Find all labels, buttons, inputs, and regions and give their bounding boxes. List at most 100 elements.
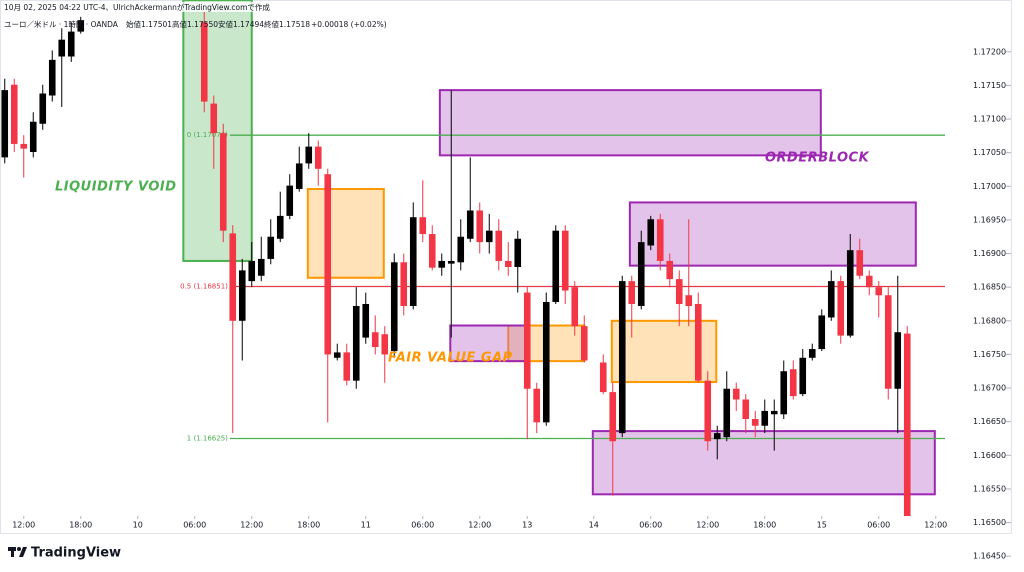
- candle-body: [352, 306, 360, 381]
- candle-body: [542, 301, 550, 423]
- y-tick-label: 1.17100: [973, 115, 1006, 124]
- zone: [591, 430, 936, 496]
- candle-body: [400, 262, 408, 307]
- candle-body: [343, 352, 351, 381]
- x-tick-label: 12:00: [12, 521, 35, 530]
- ohlc-close: 終値1.17518: [264, 19, 310, 29]
- candle-body: [808, 349, 816, 358]
- x-tick-label: 15: [817, 521, 827, 530]
- candle-body: [694, 303, 702, 381]
- candle-body: [210, 103, 218, 134]
- annotations: LIQUIDITY VOID FAIR VALUE GAP ORDERBLOCK: [55, 151, 870, 366]
- created-note: 10月 02, 2025 04:22 UTC-4、UlrichAckermann…: [4, 2, 270, 12]
- y-tick-label: 1.16500: [973, 518, 1006, 527]
- candle-body: [305, 146, 313, 164]
- candle-body: [780, 371, 788, 415]
- candle-body: [314, 146, 322, 169]
- candle-body: [1, 90, 9, 158]
- candle-body: [371, 332, 379, 348]
- candle-body: [229, 233, 237, 321]
- axes: 1.16450 1.16500 1.16550 1.16600 1.16650 1.167…: [12, 47, 1011, 561]
- x-tick-label: 18:00: [297, 521, 320, 530]
- candle-body: [504, 260, 512, 267]
- candle-body: [875, 287, 883, 296]
- candle-body: [618, 281, 626, 434]
- x-tick-label: 11: [361, 521, 371, 530]
- y-tick-label: 1.16700: [973, 384, 1006, 393]
- x-tick-label: 06:00: [183, 521, 206, 530]
- candle-body: [647, 219, 655, 246]
- ohlc-low: 安値1.17494: [218, 19, 264, 29]
- annotation: ORDERBLOCK: [765, 151, 870, 166]
- y-tick-label: 1.17000: [973, 182, 1006, 191]
- y-tick-label: 1.16800: [973, 316, 1006, 325]
- x-tick-label: 18:00: [753, 521, 776, 530]
- candle-body: [409, 217, 417, 307]
- candle-body: [865, 275, 873, 288]
- fib-label: 1 (1.16625): [187, 434, 228, 442]
- candle-body: [48, 59, 56, 96]
- x-tick-label: 10: [133, 521, 143, 530]
- fib-label: 0 (1.17076): [187, 131, 228, 139]
- y-tick-label: 1.16750: [973, 350, 1006, 359]
- x-tick-label: 06:00: [411, 521, 434, 530]
- x-tick-label: 13: [522, 521, 532, 530]
- candle-body: [884, 295, 892, 389]
- candle-body: [523, 292, 531, 389]
- header-bg: [2, 2, 302, 12]
- candle-body: [846, 250, 854, 336]
- x-tick-label: 12:00: [468, 521, 491, 530]
- candle-body: [723, 388, 731, 438]
- candle-body: [39, 93, 47, 124]
- ohlc-change: +0.00018 (+0.02%): [311, 20, 387, 29]
- x-tick-label: 12:00: [924, 521, 947, 530]
- candle-body: [295, 163, 303, 189]
- y-tick-label: 1.16450: [973, 552, 1006, 561]
- candles: [1, 11, 911, 516]
- annotation: FAIR VALUE GAP: [388, 351, 513, 366]
- zones: [182, 0, 936, 496]
- y-tick-label: 1.17200: [973, 47, 1006, 56]
- candle-body: [770, 410, 778, 415]
- x-tick-label: 14: [589, 521, 599, 530]
- x-tick-label: 12:00: [240, 521, 263, 530]
- y-tick-label: 1.17050: [973, 148, 1006, 157]
- x-tick-label: 06:00: [867, 521, 890, 530]
- candle-body: [666, 260, 674, 280]
- candle-body: [466, 210, 474, 239]
- candle-body: [561, 230, 569, 291]
- y-tick-label: 1.16600: [973, 451, 1006, 460]
- candle-body: [704, 380, 712, 442]
- zone: [182, 0, 253, 262]
- zone: [306, 187, 385, 279]
- candle-body: [447, 260, 455, 264]
- candle-body: [599, 362, 607, 393]
- candle-body: [903, 333, 911, 516]
- candle-body: [324, 174, 332, 355]
- candle-body: [656, 219, 664, 261]
- candle-body: [286, 185, 294, 216]
- ohlc-open: 始値1.17501: [126, 19, 172, 29]
- candle-body: [751, 418, 759, 426]
- candle-body: [428, 234, 436, 268]
- candle-body: [200, 22, 208, 102]
- candle-body: [609, 392, 617, 442]
- x-tick-label: 18:00: [69, 521, 92, 530]
- candle-body: [732, 388, 740, 400]
- candle-body: [276, 215, 284, 239]
- candle-body: [637, 242, 645, 307]
- candle-body: [438, 260, 446, 268]
- symbol: ユーロ／米ドル · 1時間 · OANDA: [4, 19, 119, 29]
- candle-body: [533, 388, 541, 423]
- y-tick-label: 1.16950: [973, 215, 1006, 224]
- candle-body: [10, 84, 18, 144]
- brand-logo: [8, 547, 27, 557]
- candle-body: [58, 39, 66, 57]
- candle-body: [789, 369, 797, 397]
- candle-body: [552, 230, 560, 302]
- annotation: LIQUIDITY VOID: [55, 180, 177, 195]
- candle-body: [514, 238, 522, 267]
- candle-body: [476, 210, 484, 243]
- y-tick-label: 1.16900: [973, 249, 1006, 258]
- ohlc-high: 高値1.17550: [172, 19, 218, 29]
